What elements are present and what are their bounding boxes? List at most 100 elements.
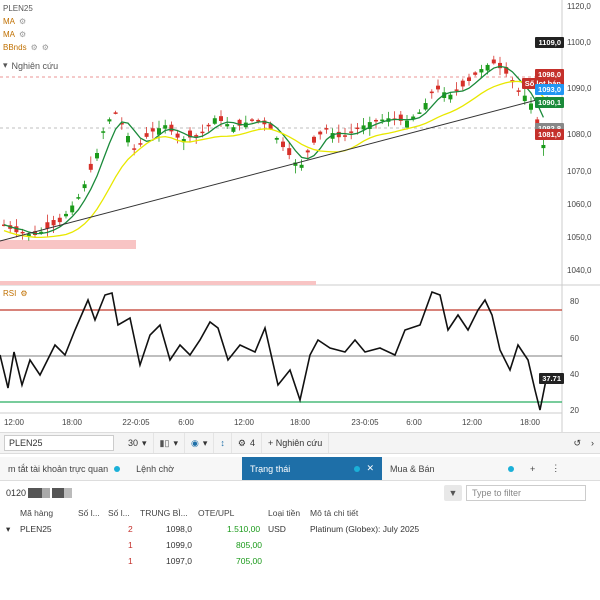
indicator-ma2[interactable]: MA ⚙ bbox=[3, 30, 26, 39]
price-chart[interactable]: 1120,0 1100,0 1090,0 1080,0 1070,0 1060,0 1050… bbox=[0, 0, 600, 432]
study-label[interactable]: ▾ Nghiên cứu bbox=[3, 60, 58, 71]
rsi-tick-label: 60 bbox=[570, 334, 579, 343]
col-description[interactable]: Mô tả chi tiết bbox=[310, 508, 359, 518]
chart-area[interactable]: 1120,0 1100,0 1090,0 1080,0 1070,0 1060,0 1050… bbox=[0, 0, 600, 432]
time-tick-label: 12:00 bbox=[4, 418, 25, 427]
cell-description: Platinum (Globex): July 2025 bbox=[310, 524, 420, 534]
add-study-button[interactable]: + Nghiên cứu bbox=[262, 433, 330, 453]
indicator-bbands[interactable]: BBnds ⚙ ⚙ bbox=[3, 43, 49, 52]
candle-body bbox=[541, 144, 546, 149]
candle-body bbox=[107, 119, 112, 122]
candle-body bbox=[535, 119, 540, 126]
candle-body bbox=[194, 135, 199, 137]
candle-body bbox=[113, 112, 118, 114]
candle-body bbox=[101, 131, 106, 133]
candle-body bbox=[157, 128, 161, 135]
positions-table: Mã hàng Số l... Số l... TRUNG BÌ... OTE/… bbox=[0, 505, 600, 569]
time-tick-label: 18:00 bbox=[62, 418, 83, 427]
indicator-symbol[interactable]: PLEN25 bbox=[3, 4, 33, 13]
cell-ote: 705,00 bbox=[236, 556, 262, 566]
time-tick-label: 6:00 bbox=[406, 418, 422, 427]
candle-body bbox=[429, 91, 434, 94]
undo-icon[interactable]: ↺ bbox=[573, 437, 581, 448]
candle-body bbox=[516, 90, 521, 92]
masked-account-block bbox=[52, 488, 65, 498]
candle-body bbox=[380, 119, 385, 122]
candle-body bbox=[212, 118, 217, 124]
tab-buy-sell-label: Mua & Bán bbox=[390, 463, 435, 474]
candle-body bbox=[336, 131, 341, 138]
filter-icon[interactable]: ▼ bbox=[444, 485, 462, 501]
vertical-resize-button[interactable]: ↕ bbox=[214, 433, 232, 453]
chart-type-select[interactable]: ▮▯ ▾ bbox=[154, 433, 185, 453]
time-tick-label: 18:00 bbox=[520, 418, 541, 427]
add-tab-button[interactable]: + bbox=[522, 457, 543, 480]
chevron-down-icon[interactable]: ▾ bbox=[3, 60, 8, 70]
plus-icon: + bbox=[530, 463, 536, 474]
time-tick-label: 12:00 bbox=[462, 418, 483, 427]
interval-select[interactable]: 30 ▾ bbox=[122, 433, 154, 453]
gear-icon[interactable]: ⚙ bbox=[19, 17, 27, 26]
next-icon[interactable]: › bbox=[591, 437, 594, 448]
col-ote[interactable]: OTE/UPL bbox=[198, 508, 235, 518]
visibility-select[interactable]: ◉ ▾ bbox=[185, 433, 215, 453]
candle-body bbox=[250, 119, 254, 121]
add-study-label: + Nghiên cứu bbox=[267, 438, 323, 448]
candle-body bbox=[169, 124, 174, 132]
interval-value: 30 bbox=[128, 438, 139, 448]
order-tag[interactable]: Số lot bán bbox=[521, 78, 564, 89]
masked-account-block bbox=[28, 488, 43, 498]
rsi-line bbox=[0, 290, 547, 411]
col-qty1[interactable]: Số l... bbox=[78, 508, 100, 518]
symbol-input[interactable]: PLEN25 bbox=[4, 435, 114, 451]
gear-icon[interactable]: ⚙ bbox=[41, 43, 49, 52]
more-menu-button[interactable]: ⋮ bbox=[543, 457, 568, 480]
gear-icon[interactable]: ⚙ bbox=[20, 289, 28, 298]
gear-icon[interactable]: ⚙ bbox=[30, 43, 38, 52]
tab-status[interactable]: Trạng thái ✕ bbox=[242, 457, 383, 480]
cell-ote: 1.510,00 bbox=[227, 524, 261, 534]
candle-body bbox=[88, 163, 93, 170]
trend-line bbox=[0, 96, 549, 242]
tab-pending-orders[interactable]: Lệnh chờ bbox=[128, 457, 182, 480]
rsi-label[interactable]: RSI ⚙ bbox=[3, 289, 28, 298]
candle-body bbox=[479, 69, 484, 73]
candle-body bbox=[256, 119, 261, 122]
candle-body bbox=[39, 231, 44, 234]
candle-body bbox=[14, 226, 19, 233]
cell-avg: 1099,0 bbox=[166, 540, 192, 550]
studies-count-button[interactable]: ⚙ 4 bbox=[232, 433, 262, 453]
close-icon[interactable]: ✕ bbox=[366, 463, 375, 473]
candle-body bbox=[293, 162, 298, 166]
candle-body bbox=[70, 205, 75, 213]
price-tick-label: 1070,0 bbox=[567, 167, 592, 176]
candle-body bbox=[491, 59, 496, 64]
filter-input[interactable]: Type to filter bbox=[466, 485, 586, 501]
gear-icon[interactable]: ⚙ bbox=[19, 30, 27, 39]
candle-body bbox=[299, 164, 304, 168]
candle-body bbox=[349, 131, 354, 133]
tab-account-summary[interactable]: m tắt tài khoản trực quan bbox=[0, 457, 128, 480]
eye-icon: ◉ bbox=[190, 437, 199, 448]
table-row[interactable]: 1 1099,0 805,00 bbox=[0, 537, 600, 553]
time-tick-label: 18:00 bbox=[290, 418, 311, 427]
time-tick-label: 23-0:05 bbox=[351, 418, 379, 427]
col-symbol[interactable]: Mã hàng bbox=[20, 508, 54, 518]
tab-buy-sell[interactable]: Mua & Bán bbox=[382, 457, 522, 480]
expand-icon[interactable]: ▾ bbox=[6, 523, 11, 534]
table-row[interactable]: 1 1097,0 705,00 bbox=[0, 553, 600, 569]
col-currency[interactable]: Loại tiền bbox=[268, 508, 301, 518]
candle-body bbox=[367, 122, 372, 129]
col-qty2[interactable]: Số l... bbox=[108, 508, 130, 518]
candle-body bbox=[361, 125, 366, 130]
col-avg[interactable]: TRUNG BÌ... bbox=[140, 508, 188, 518]
table-row[interactable]: ▾ PLEN25 2 1098,0 1.510,00 USD Platinum … bbox=[0, 521, 600, 537]
candle-body bbox=[231, 127, 236, 132]
price-tick-label: 1100,0 bbox=[567, 38, 591, 47]
ma2-label: MA bbox=[3, 30, 15, 39]
chevron-down-icon: ▾ bbox=[202, 437, 208, 448]
indicator-ma1[interactable]: MA ⚙ bbox=[3, 17, 26, 26]
candle-body bbox=[181, 139, 186, 143]
candle-body bbox=[330, 133, 335, 139]
candle-body bbox=[504, 67, 509, 74]
